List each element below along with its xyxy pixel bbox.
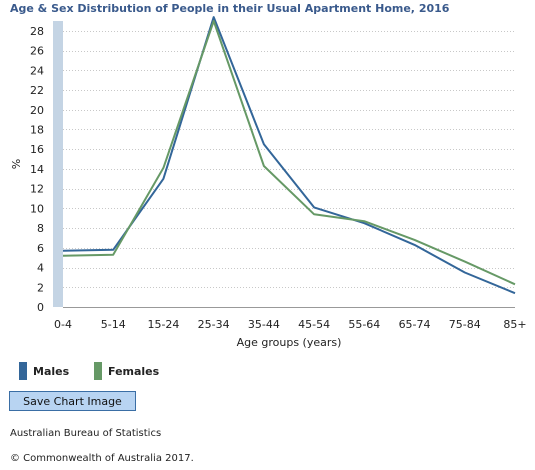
series-lines	[62, 16, 516, 295]
y-tick-label: 28	[30, 25, 44, 38]
y-tick-label: 2	[37, 281, 44, 294]
y-tick-label: 20	[30, 104, 44, 117]
legend-item-males[interactable]: Males	[19, 362, 69, 380]
series-line-males	[62, 16, 516, 295]
legend-swatch-females	[94, 362, 102, 380]
x-tick-labels: 0-4 5-14 15-24 25-34 35-44 45-54 55-64 65-74 75-…	[54, 318, 527, 331]
y-axis-title: %	[10, 159, 23, 169]
legend-item-females[interactable]: Females	[94, 362, 159, 380]
x-axis-title: Age groups (years)	[237, 336, 342, 349]
x-tick-label: 5-14	[101, 318, 126, 331]
y-tick-label: 4	[37, 262, 44, 275]
legend-label-males: Males	[33, 364, 70, 378]
x-tick-label: 55-64	[348, 318, 380, 331]
y-tick-label: 22	[30, 84, 44, 97]
legend-swatch-males	[19, 362, 27, 380]
x-tick-label: 45-54	[298, 318, 330, 331]
x-tick-label: 15-24	[147, 318, 179, 331]
legend-label-females: Females	[108, 364, 160, 378]
y-tick-label: 0	[37, 301, 44, 314]
y-tick-label: 14	[30, 163, 44, 176]
grid-lines	[63, 31, 515, 308]
x-tick-label: 0-4	[54, 318, 72, 331]
y-tick-label: 8	[37, 222, 44, 235]
x-tick-label: 25-34	[198, 318, 230, 331]
save-chart-image-button[interactable]: Save Chart Image	[9, 391, 136, 411]
y-tick-label: 26	[30, 45, 44, 58]
y-axis-band	[53, 21, 63, 307]
x-tick-label: 65-74	[399, 318, 431, 331]
copyright-text: © Commonwealth of Australia 2017.	[10, 453, 194, 464]
source-text: Australian Bureau of Statistics	[10, 428, 162, 439]
series-line-females	[62, 20, 516, 286]
y-tick-label: 10	[30, 202, 44, 215]
y-tick-label: 18	[30, 123, 44, 136]
x-tick-label: 35-44	[248, 318, 280, 331]
chart-title: Age & Sex Distribution of People in thei…	[10, 2, 450, 15]
y-tick-label: 16	[30, 143, 44, 156]
x-tick-label: 85+	[503, 318, 526, 331]
y-tick-label: 12	[30, 183, 44, 196]
x-tick-label: 75-84	[449, 318, 481, 331]
y-tick-label: 24	[30, 64, 44, 77]
y-tick-label: 6	[37, 242, 44, 255]
